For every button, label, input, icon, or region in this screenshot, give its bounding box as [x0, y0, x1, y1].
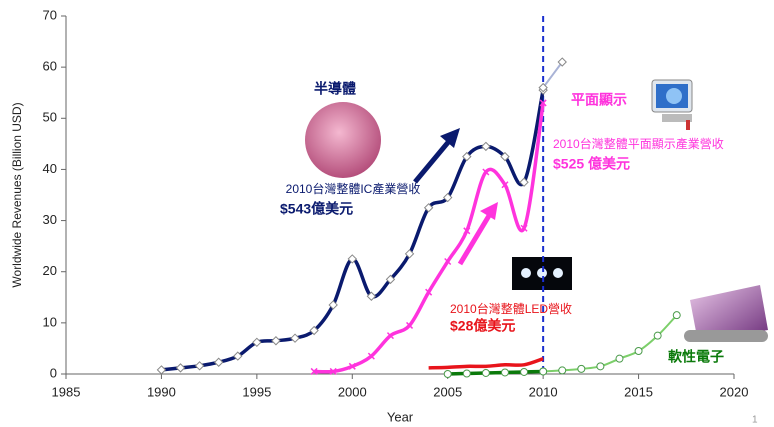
- y-tick-label: 40: [43, 161, 57, 176]
- data-point: [653, 331, 662, 340]
- y-tick-label: 20: [43, 263, 57, 278]
- x-tick-label: 1990: [147, 384, 176, 399]
- data-point: [443, 370, 452, 378]
- data-point: [329, 367, 337, 375]
- data-point: [425, 288, 433, 296]
- led-image: [512, 257, 572, 290]
- data-point: [501, 181, 509, 189]
- data-point: [175, 363, 186, 373]
- page-number: 1: [752, 415, 758, 426]
- data-point: [328, 300, 338, 310]
- x-tick-label: 2000: [338, 384, 367, 399]
- data-point: [404, 249, 415, 259]
- data-point: [481, 141, 491, 152]
- data-point: [539, 99, 547, 107]
- annotation: 2010台灣整體平面顯示產業營收: [553, 136, 724, 151]
- data-point: [233, 351, 243, 361]
- y-tick-label: 50: [43, 110, 57, 125]
- data-point: [520, 224, 528, 232]
- data-point: [462, 151, 472, 162]
- flexible-display-image: [684, 282, 772, 346]
- data-point: [596, 362, 605, 371]
- annotation: 半導體: [314, 81, 356, 97]
- data-point: [500, 368, 509, 377]
- data-point: [558, 366, 567, 375]
- monitor-icon: [651, 79, 693, 130]
- data-point: [194, 361, 205, 371]
- data-point: [271, 336, 281, 346]
- annotation: $525 億美元: [553, 156, 630, 172]
- data-point: [519, 177, 529, 187]
- data-point: [348, 362, 356, 370]
- annotation: 軟性電子: [668, 349, 724, 365]
- y-tick-label: 10: [43, 314, 57, 329]
- data-point: [520, 367, 529, 376]
- x-tick-label: 2010: [529, 384, 558, 399]
- annotation: 2010台灣整體LED營收: [450, 301, 572, 316]
- x-tick-label: 2020: [720, 384, 749, 399]
- data-point: [310, 367, 318, 375]
- data-point: [423, 203, 434, 213]
- data-point: [347, 254, 357, 264]
- annotation: 2010台灣整體IC產業營收: [286, 181, 421, 196]
- data-point: [500, 151, 510, 162]
- y-axis-label: Worldwide Revenues (Billion USD): [10, 102, 24, 287]
- y-tick-label: 0: [50, 365, 57, 380]
- data-point: [406, 321, 414, 329]
- data-point: [443, 192, 453, 203]
- x-tick-label: 2005: [433, 384, 462, 399]
- data-point: [290, 333, 300, 343]
- y-tick-label: 60: [43, 59, 57, 74]
- annotation: $543億美元: [280, 201, 353, 217]
- data-point: [577, 364, 586, 373]
- data-point: [309, 325, 319, 336]
- x-tick-label: 1985: [52, 384, 81, 399]
- annotation: $28億美元: [450, 318, 515, 334]
- data-point: [463, 227, 471, 235]
- data-point: [156, 365, 167, 375]
- y-tick-label: 70: [43, 7, 57, 22]
- data-point: [366, 291, 377, 301]
- data-point: [213, 357, 224, 367]
- x-axis-label: Year: [387, 409, 414, 424]
- data-point: [672, 311, 681, 320]
- data-point: [252, 337, 262, 347]
- series-line: [543, 314, 678, 373]
- data-point: [557, 57, 567, 67]
- data-point: [615, 354, 624, 363]
- data-point: [481, 368, 490, 377]
- x-tick-label: 1995: [242, 384, 271, 399]
- arrows: [413, 128, 498, 266]
- series-line: [542, 61, 564, 89]
- x-tick-label: 2015: [624, 384, 653, 399]
- data-point: [634, 346, 643, 355]
- annotation: 平面顯示: [571, 92, 627, 108]
- data-point: [367, 352, 375, 360]
- y-tick-label: 30: [43, 212, 57, 227]
- data-point: [385, 274, 396, 285]
- data-point: [386, 332, 394, 340]
- data-point: [482, 168, 490, 176]
- data-point: [538, 82, 548, 93]
- data-point: [539, 367, 548, 376]
- data-point: [462, 369, 471, 378]
- wafer-image: [305, 102, 381, 178]
- data-point: [444, 257, 452, 266]
- series-line: [428, 356, 544, 370]
